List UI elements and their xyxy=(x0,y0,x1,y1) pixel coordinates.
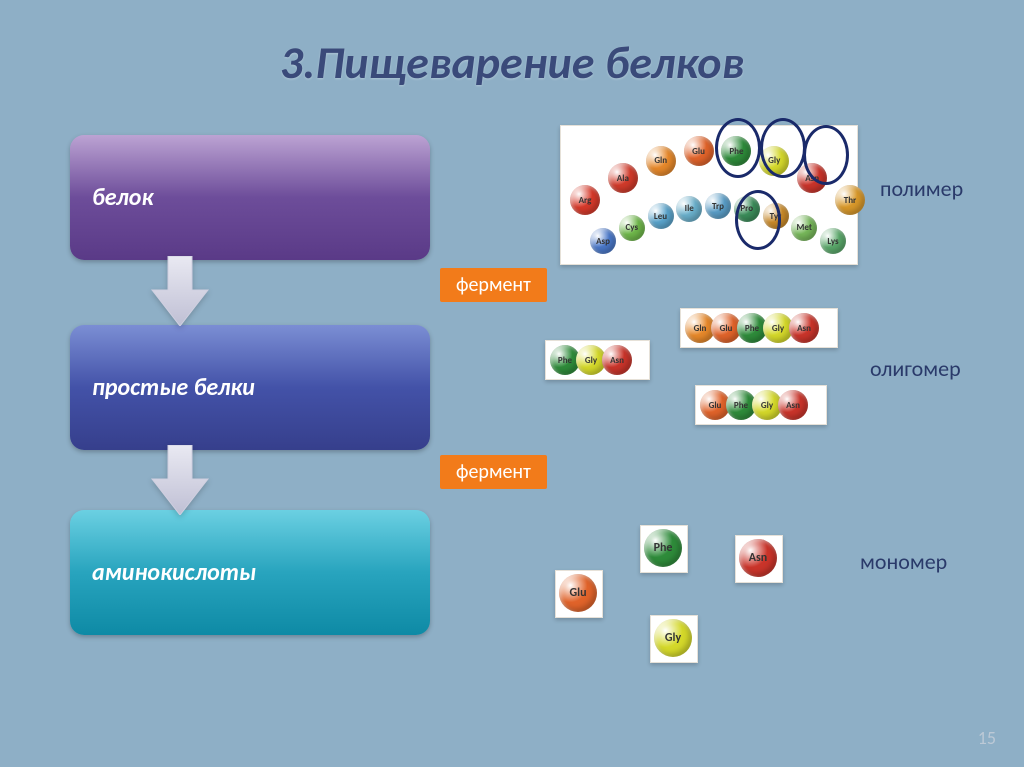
amino-bead-glu: Glu xyxy=(559,574,597,612)
oligomer-card-2: GlnGluPheGlyAsn xyxy=(680,308,838,348)
amino-bead-leu: Leu xyxy=(648,203,674,229)
amino-bead-gln: Gln xyxy=(646,146,676,176)
amino-bead-cys: Cys xyxy=(619,215,645,241)
monomer-phe: Phe xyxy=(640,525,688,573)
label-monomer: мономер xyxy=(860,548,947,575)
amino-bead-ile: Ile xyxy=(676,196,702,222)
oligomer-card-3: GluPheGlyAsn xyxy=(695,385,827,425)
monomer-gly: Gly xyxy=(650,615,698,663)
oligomer-card-1: PheGlyAsn xyxy=(545,340,650,380)
panel-amino-acids: аминокислоты xyxy=(70,510,430,635)
label-polymer: полимер xyxy=(880,175,963,202)
amino-bead-asp: Asp xyxy=(590,228,616,254)
amino-bead-trp: Trp xyxy=(705,193,731,219)
arrow-down-2 xyxy=(150,445,210,515)
amino-bead-gly: Gly xyxy=(654,619,692,657)
slide-number: 15 xyxy=(978,727,996,749)
annotation-oval-3 xyxy=(803,125,849,185)
annotation-oval-2 xyxy=(760,118,806,178)
tag-enzyme-bottom: фермент xyxy=(440,455,547,489)
amino-bead-thr: Thr xyxy=(835,185,865,215)
amino-bead-asn: Asn xyxy=(602,345,632,375)
label-oligomer: олигомер xyxy=(870,355,961,382)
monomer-asn: Asn xyxy=(735,535,783,583)
amino-bead-lys: Lys xyxy=(820,228,846,254)
tag-enzyme-top: фермент xyxy=(440,268,547,302)
arrow-down-1 xyxy=(150,256,210,326)
panel-simple-proteins: простые белки xyxy=(70,325,430,450)
panel-protein: белок xyxy=(70,135,430,260)
amino-bead-asn: Asn xyxy=(739,539,777,577)
panel-protein-label: белок xyxy=(92,183,153,212)
panel-amino-label: аминокислоты xyxy=(92,558,256,587)
annotation-oval-4 xyxy=(735,190,781,250)
amino-bead-met: Met xyxy=(791,215,817,241)
amino-bead-asn: Asn xyxy=(789,313,819,343)
amino-bead-ala: Ala xyxy=(608,163,638,193)
monomer-glu: Glu xyxy=(555,570,603,618)
amino-bead-arg: Arg xyxy=(570,185,600,215)
amino-bead-glu: Glu xyxy=(684,136,714,166)
amino-bead-asn: Asn xyxy=(778,390,808,420)
amino-bead-phe: Phe xyxy=(644,529,682,567)
annotation-oval-1 xyxy=(715,118,761,178)
slide-title: 3.Пищеварение белков xyxy=(0,0,1024,91)
panel-simple-label: простые белки xyxy=(92,373,255,402)
